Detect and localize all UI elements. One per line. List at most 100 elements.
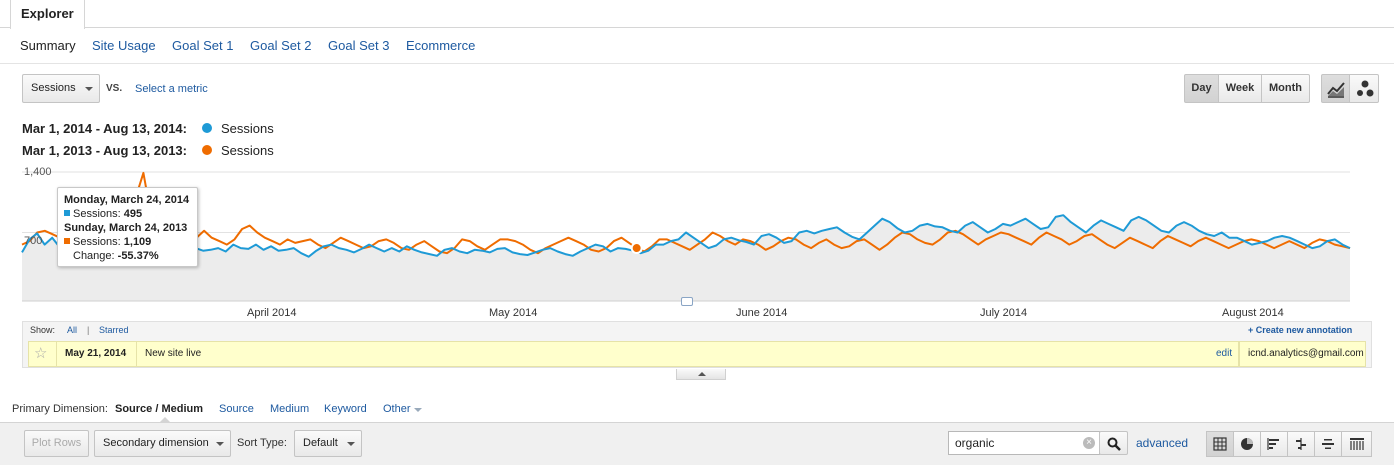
sort-type-label: Sort Type: (237, 437, 287, 449)
chevron-down-icon (414, 408, 422, 412)
annotation-star-cell[interactable]: ☆ (29, 342, 57, 366)
legend-dot-previous (202, 145, 212, 155)
tooltip-change: Change: -55.37% (64, 249, 191, 263)
tooltip-value: 495 (123, 208, 143, 220)
dimension-other[interactable]: Other (383, 403, 411, 415)
motion-chart-button[interactable] (1349, 74, 1379, 103)
week-button[interactable]: Week (1218, 74, 1262, 103)
annotation-separator: | (87, 325, 90, 335)
tooltip-title-previous: Sunday, March 24, 2013 (64, 222, 188, 234)
bubble-chart-icon (1357, 80, 1374, 97)
x-tick-label: August 2014 (1222, 307, 1284, 319)
plot-rows-button[interactable]: Plot Rows (24, 430, 89, 457)
subnav-goal-set-3[interactable]: Goal Set 3 (328, 38, 390, 53)
primary-dimension-label: Primary Dimension: (12, 403, 108, 415)
y-tick-label: 700 (24, 235, 43, 247)
comparison-icon (1296, 438, 1306, 450)
subnav-summary[interactable]: Summary (20, 38, 76, 53)
line-chart-icon (1327, 82, 1345, 98)
selected-dimension-pointer (159, 417, 171, 423)
tab-explorer[interactable]: Explorer (10, 0, 85, 29)
legend-row-current: Mar 1, 2014 - Aug 13, 2014: (22, 121, 187, 136)
tooltip-label: Change: (73, 250, 115, 262)
annotation-marker-icon[interactable] (681, 297, 693, 306)
tooltip-label: Sessions: (73, 208, 121, 220)
series-area-current (22, 215, 1350, 301)
search-button[interactable] (1099, 431, 1128, 455)
vs-label: VS. (106, 83, 123, 94)
collapse-annotations-button[interactable] (676, 369, 726, 380)
day-button[interactable]: Day (1184, 74, 1219, 103)
annotation-row: ☆ May 21, 2014 New site live edit icnd.a… (28, 341, 1366, 367)
series-line-previous (21, 171, 1351, 255)
sort-type-dropdown[interactable]: Default (294, 430, 362, 457)
dimension-source-medium[interactable]: Source / Medium (115, 403, 204, 415)
annotation-show-label: Show: (30, 325, 56, 335)
star-icon[interactable]: ☆ (34, 345, 48, 362)
chevron-down-icon (216, 442, 224, 446)
secondary-dimension-dropdown[interactable]: Secondary dimension (94, 430, 231, 457)
tab-bar (0, 0, 1394, 28)
metric-dropdown-label: Sessions (31, 82, 76, 94)
legend-dot-current (202, 123, 212, 133)
y-tick-label: 1,400 (24, 166, 52, 178)
annotation-show-starred[interactable]: Starred (99, 325, 129, 335)
table-search-value: organic (955, 436, 995, 450)
metric-dropdown[interactable]: Sessions (22, 74, 100, 103)
pie-chart-icon (1241, 438, 1253, 450)
legend-range-previous: Mar 1, 2013 - Aug 13, 2013: (22, 143, 187, 158)
subnav-goal-set-1[interactable]: Goal Set 1 (172, 38, 234, 53)
dimension-source[interactable]: Source (219, 403, 254, 415)
annotation-edit-link[interactable]: edit (1216, 348, 1233, 359)
tooltip-value: -55.37% (117, 250, 159, 262)
sort-type-value: Default (303, 437, 338, 449)
divider (0, 63, 1394, 64)
pie-view-button[interactable] (1233, 431, 1261, 457)
pivot-view-button[interactable] (1341, 431, 1372, 457)
plot-area (22, 162, 1350, 301)
chevron-down-icon (347, 442, 355, 446)
clear-search-icon[interactable]: × (1083, 437, 1095, 449)
term-cloud-view-button[interactable] (1314, 431, 1342, 457)
secondary-dimension-label: Secondary dimension (103, 437, 209, 449)
bar-chart-icon (1267, 438, 1279, 450)
comparison-view-button[interactable] (1287, 431, 1315, 457)
table-search-field[interactable]: organic × (948, 431, 1100, 455)
tooltip-label: Sessions: (73, 236, 121, 248)
annotation-user: icnd.analytics@gmail.com (1239, 342, 1365, 366)
subnav-ecommerce[interactable]: Ecommerce (406, 38, 476, 53)
term-cloud-icon (1322, 439, 1334, 449)
line-chart-button[interactable] (1321, 74, 1350, 103)
legend-metric-current: Sessions (221, 121, 274, 136)
chevron-up-icon (698, 372, 706, 376)
tooltip-sessions-current: Sessions: 495 (64, 207, 191, 221)
select-metric-link[interactable]: Select a metric (135, 83, 208, 95)
annotation-date: May 21, 2014 (57, 342, 137, 366)
table-view-button[interactable] (1206, 431, 1234, 457)
search-icon (1107, 437, 1121, 451)
advanced-filter-link[interactable]: advanced (1136, 436, 1189, 450)
create-annotation-link[interactable]: + Create new annotation (1248, 325, 1353, 335)
annotation-text: New site live (137, 342, 1239, 366)
tooltip-value: 1,109 (123, 236, 152, 248)
tooltip-title-current: Monday, March 24, 2014 (64, 194, 190, 206)
pivot-icon (1350, 438, 1364, 450)
chevron-down-icon (85, 87, 93, 91)
tooltip-sessions-previous: Sessions: 1,109 (64, 235, 191, 249)
subnav-site-usage[interactable]: Site Usage (92, 38, 156, 53)
table-toolbar (0, 422, 1394, 465)
legend-row-previous: Mar 1, 2013 - Aug 13, 2013: (22, 143, 187, 158)
chart-tooltip: Monday, March 24, 2014 Sessions: 495 Sun… (57, 187, 198, 267)
x-tick-label: July 2014 (980, 307, 1028, 319)
x-tick-label: April 2014 (247, 307, 297, 319)
annotation-show-all[interactable]: All (67, 325, 78, 335)
x-tick-label: June 2014 (736, 307, 788, 319)
highlight-point-previous (630, 242, 643, 255)
month-button[interactable]: Month (1261, 74, 1310, 103)
subnav-goal-set-2[interactable]: Goal Set 2 (250, 38, 312, 53)
performance-view-button[interactable] (1260, 431, 1288, 457)
dimension-medium[interactable]: Medium (270, 403, 310, 415)
grid-icon (1213, 437, 1227, 451)
dimension-keyword[interactable]: Keyword (324, 403, 367, 415)
x-tick-label: May 2014 (489, 307, 538, 319)
